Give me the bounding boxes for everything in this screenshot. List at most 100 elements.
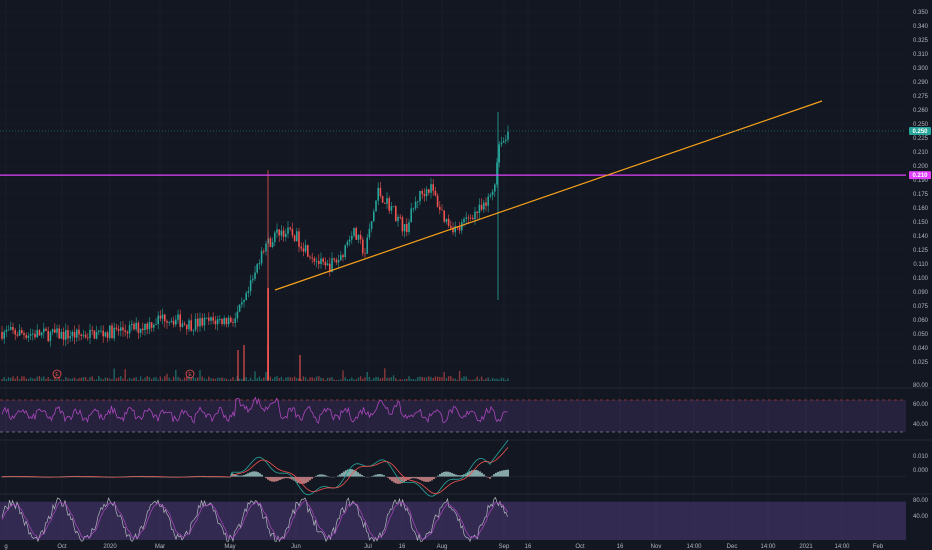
macd-histogram-bar [231,473,233,477]
candle-body [201,318,203,326]
candle-body [428,189,430,193]
macd-histogram-bar [387,476,389,478]
stochastic-axis-label: 40.00 [913,514,929,520]
volume-bar [366,371,368,381]
volume-bar [95,379,98,381]
last-price-badge[interactable] [909,126,931,135]
candle-body [285,233,287,237]
volume-bar [238,378,241,381]
price-axis-label: 0.290 [913,80,929,86]
candle-body [111,325,113,339]
candle-body [175,319,177,325]
volume-bar [289,377,291,381]
candle-body [135,322,137,330]
candle-body [14,330,16,335]
price-axis-label: 0.110 [913,262,928,268]
stochastic-pane [0,496,906,543]
candle-body [223,318,225,325]
volume-bar [452,378,454,381]
earnings-event-marker[interactable] [185,369,195,379]
volume-bar [76,379,78,381]
volume-bar [148,377,151,381]
volume-bar [263,377,265,381]
volume-bar [265,371,267,381]
time-axis[interactable]: g Oct 2020 Mar May Jun Jul 16 Aug Sep 16 Oct 16 Nov 14… [4,544,884,550]
time-axis-label: Jul [364,544,372,550]
volume-bar [399,379,401,381]
macd-histogram-bar [317,474,319,477]
candle-body [16,334,19,336]
candle-body [326,263,329,266]
volume-bar [472,379,474,381]
candle-body [443,210,445,222]
candle-body [348,239,351,242]
candle-body [216,319,219,325]
macd-histogram-bar [247,473,249,477]
volume-bar [386,377,388,381]
volume-bar [287,377,289,381]
macd-histogram-bar [305,476,307,484]
candle-body [122,327,124,331]
time-axis-label: Nov [651,544,662,550]
macd-histogram-bar [379,474,381,477]
macd-histogram-bar [273,476,275,482]
candle-body [205,317,208,319]
earnings-event-marker[interactable] [52,369,62,379]
volume-bar [278,378,280,381]
macd-histogram-bar [439,474,441,477]
candle-body [208,317,210,321]
candle-body [100,330,102,332]
level-badge[interactable] [909,171,931,180]
macd-histogram-bar [507,469,509,477]
candle-body [115,327,118,329]
volume-bar [159,376,162,381]
time-axis-label: Oct [57,544,67,550]
indicator-axes: 80.00 60.00 40.00 0.010 0.000 80.00 40.00 [913,383,929,520]
price-axis-label: 0.025 [913,360,929,366]
macd-histogram-bar [257,472,259,477]
candle-body [194,318,197,330]
volume-bar [51,379,54,381]
price-axis-label: 0.175 [913,192,929,198]
candle-body [401,217,404,232]
candle-body [166,321,168,323]
candle-body [148,322,151,330]
price-axis-label: 0.300 [913,66,929,72]
volume-bar [419,376,421,381]
time-axis-label: 2021 [799,544,813,550]
macd-histogram-bar [457,475,459,477]
macd-histogram-bar [359,473,361,477]
candle-body [12,326,14,331]
macd-histogram-bar [395,476,397,484]
volume-bar [249,377,252,381]
price-axis-label: 0.200 [913,164,929,170]
candle-body [7,329,10,331]
candle-body [181,323,184,327]
macd-histogram-bar [445,471,447,477]
macd-histogram-bar [483,474,485,477]
chart-overlays[interactable] [0,100,906,291]
volume-bar [135,377,137,381]
volume-bar [199,370,201,381]
time-axis-label: 14:00 [760,544,776,550]
trendline[interactable] [274,100,823,291]
volume-bar [216,377,219,381]
candle-body [256,264,258,273]
candle-body [373,211,375,222]
macd-histogram-bar [351,469,353,477]
volume-bar [388,377,390,381]
candle-body [109,325,111,338]
price-axis[interactable]: 0.350 0.340 0.325 0.310 0.300 0.290 0.275 0.260… [909,10,931,366]
volume-bar [47,377,49,381]
macd-histogram-bar [301,476,303,484]
macd-histogram-bar [285,476,287,479]
price-axis-label: 0.275 [913,94,929,100]
candle-body [315,260,318,262]
candle-body [364,253,366,255]
candle-body [172,320,175,325]
macd-histogram-bar [433,476,435,480]
candle-body [489,195,492,197]
volume-bar [485,378,487,381]
